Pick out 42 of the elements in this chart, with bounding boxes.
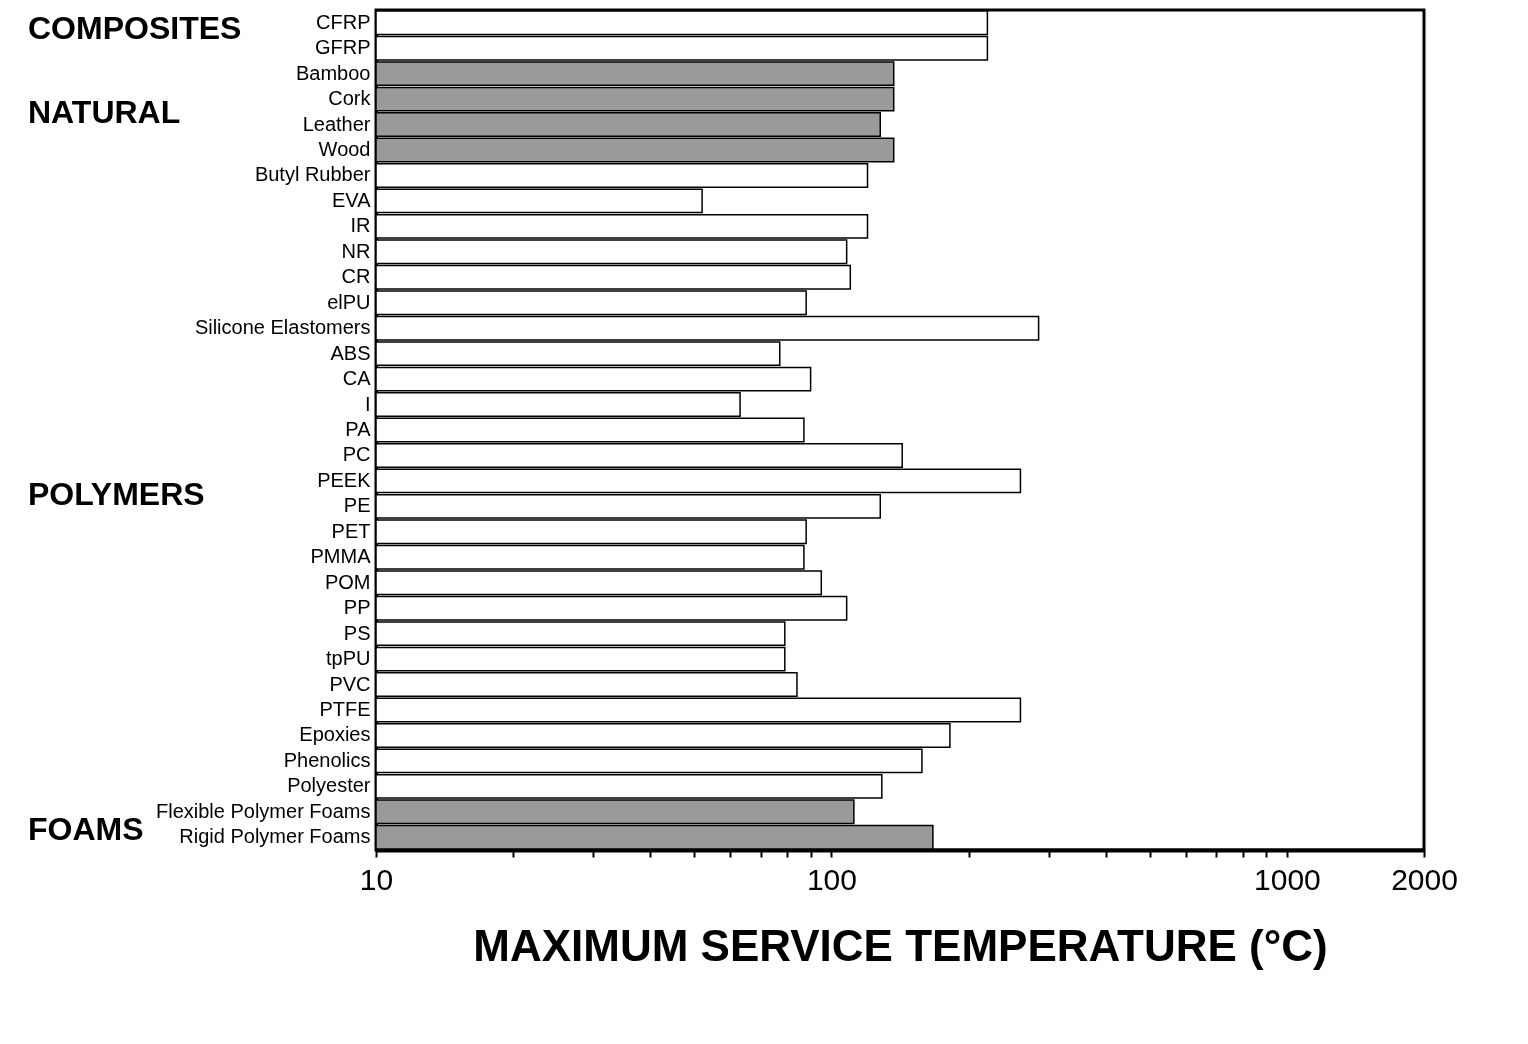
y-tick-label: PVC [329, 672, 371, 695]
y-tick-label: PS [343, 621, 371, 644]
y-tick-label: Phenolics [283, 748, 371, 771]
text: POLYMERS [28, 475, 205, 513]
text: NATURAL [28, 93, 181, 131]
x-axis-title: MAXIMUM SERVICE TEMPERATURE (°C) [473, 920, 1328, 970]
y-tick-label: elPU [327, 290, 371, 313]
y-tick-label: Butyl Rubber [254, 163, 371, 186]
y-tick-label: Bamboo [296, 61, 371, 84]
y-tick-label: Wood [318, 138, 371, 160]
y-tick-label: Rigid Polymer Foams [179, 825, 371, 848]
y-tick-label: PC [342, 443, 371, 466]
y-tick-label: CR [341, 265, 371, 288]
text: COMPOSITES [28, 9, 242, 47]
y-tick-label: PMMA [310, 545, 372, 568]
y-tick-label: NR [341, 239, 371, 262]
y-tick-label: CFRP [316, 10, 371, 33]
y-tick-label: IR [350, 214, 371, 237]
x-tick-label: 2000 [1391, 862, 1458, 896]
y-tick-label: GFRP [314, 36, 371, 59]
y-tick-label: tpPU [326, 647, 371, 670]
y-tick-label: PET [331, 519, 371, 542]
x-tick-label: 10 [359, 862, 394, 896]
x-tick-label: 1000 [1254, 862, 1321, 896]
y-tick-label: CA [342, 367, 372, 390]
x-tick-label: 100 [806, 862, 857, 896]
text: FOAMS [28, 810, 144, 848]
y-tick-label: PE [343, 494, 371, 517]
y-tick-label: ABS [330, 341, 371, 364]
y-tick-label: EVA [331, 188, 372, 211]
y-tick-label: PP [343, 596, 371, 619]
y-tick-label: Cork [328, 87, 372, 110]
y-tick-label: PTFE [319, 698, 371, 720]
y-tick-label: Epoxies [299, 723, 371, 746]
y-tick-label: Polyester [287, 774, 371, 797]
y-tick-label: Leather [302, 112, 371, 135]
y-tick-label: Silicone Elastomers [194, 316, 371, 339]
y-tick-label: POM [324, 570, 371, 593]
y-tick-label: Flexible Polymer Foams [155, 799, 371, 822]
y-tick-label: PEEK [317, 468, 372, 491]
y-tick-label: I [364, 392, 371, 415]
y-tick-label: PA [345, 418, 372, 440]
